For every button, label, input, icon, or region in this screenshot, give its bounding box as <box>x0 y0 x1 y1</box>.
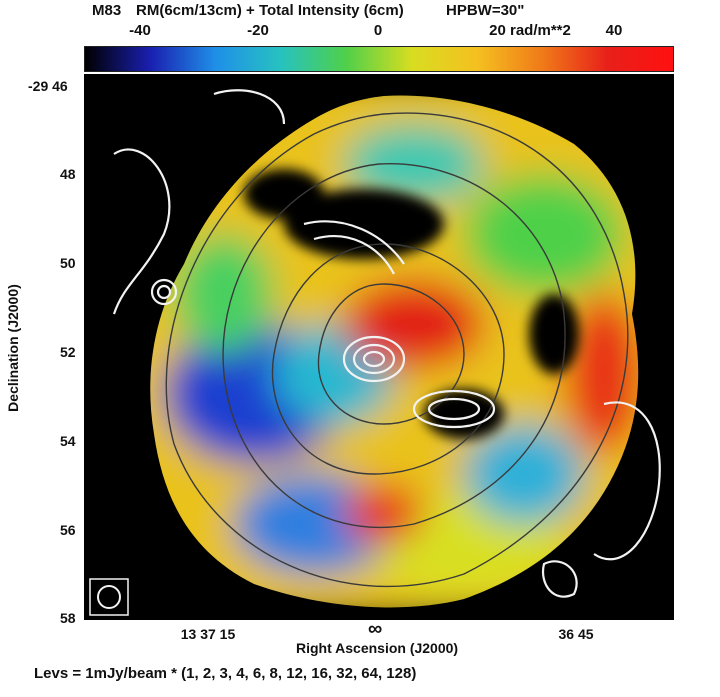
beam-size: HPBW=30" <box>446 2 525 19</box>
rm-field <box>150 95 639 608</box>
y-tick-48: 48 <box>60 166 76 182</box>
x-axis-label: Right Ascension (J2000) <box>296 640 459 656</box>
y-tick-56: 56 <box>60 522 76 538</box>
colorbar-label-0: 0 <box>373 22 383 39</box>
object-name: M83 <box>92 2 122 19</box>
x-tick-3645: 36 45 <box>558 626 594 642</box>
y-tick-54: 54 <box>60 433 76 449</box>
colorbar-label-40: 40 <box>605 22 623 39</box>
colorbar-label-neg20: -20 <box>247 22 269 39</box>
rm-map <box>84 74 674 620</box>
y-tick-52: 52 <box>60 344 76 360</box>
y-axis-label: Declination (J2000) <box>5 284 21 412</box>
y-tick-50: 50 <box>60 255 76 271</box>
beam-ellipse <box>97 585 121 609</box>
x-tick-133715: 13 37 15 <box>180 626 236 642</box>
map-description: RM(6cm/13cm) + Total Intensity (6cm) <box>136 2 404 19</box>
y-tick-58: 58 <box>60 610 76 626</box>
center-marker: ∞ <box>368 618 383 640</box>
colorbar-label-20: 20 rad/m**2 <box>489 22 571 39</box>
contour-levels-caption: Levs = 1mJy/beam * (1, 2, 3, 4, 6, 8, 12… <box>34 665 417 682</box>
beam-box <box>89 578 129 616</box>
intensity-contours-bright <box>112 89 661 598</box>
y-tick-46: -29 46 <box>28 78 68 94</box>
colorbar-label-neg40: -40 <box>129 22 151 39</box>
colorbar <box>84 46 674 72</box>
intensity-contours-dark <box>165 112 629 588</box>
